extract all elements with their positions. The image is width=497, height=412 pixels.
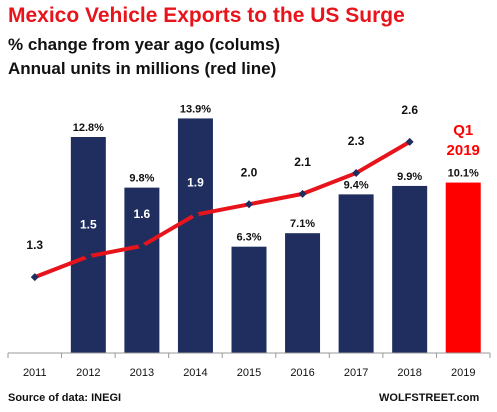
x-tick-2019: 2019 <box>451 367 475 379</box>
bar-label-2017: 9.4% <box>344 179 369 191</box>
x-tick-2013: 2013 <box>130 367 154 379</box>
x-tick-2012: 2012 <box>76 367 100 379</box>
units-line <box>32 139 412 280</box>
bar-label-2016: 7.1% <box>290 218 315 230</box>
bar-label-2019: 10.1% <box>448 168 479 180</box>
line-point-2014 <box>191 210 200 219</box>
bar-2015 <box>231 246 267 353</box>
line-label-2016: 2.1 <box>294 155 311 169</box>
chart-subtitle-bars: % change from year ago (colums) <box>8 35 281 54</box>
highlight-label-line2: 2019 <box>447 142 480 159</box>
source-note: Source of data: INEGI <box>8 392 122 404</box>
highlight-label-line1: Q1 <box>453 122 473 139</box>
bar-2014 <box>177 118 213 353</box>
line-label-2012: 1.5 <box>80 217 97 231</box>
bar-2013 <box>124 187 160 353</box>
chart-subtitle-line: Annual units in millions (red line) <box>8 59 277 78</box>
bar-2017 <box>338 194 374 353</box>
line-label-2013: 1.6 <box>134 207 151 221</box>
line-point-2016 <box>298 189 307 198</box>
chart-title: Mexico Vehicle Exports to the US Surge <box>8 4 405 27</box>
line-label-2018: 2.6 <box>401 103 418 117</box>
bar-2019 <box>445 182 481 353</box>
line-point-2018 <box>405 137 414 146</box>
line-point-2015 <box>245 200 253 209</box>
bar-label-2014: 13.9% <box>180 103 211 115</box>
bar-2016 <box>285 233 321 353</box>
x-tick-2016: 2016 <box>290 367 314 379</box>
line-label-2011: 1.3 <box>26 238 43 252</box>
x-tick-2015: 2015 <box>237 367 261 379</box>
bar-2012 <box>70 137 106 353</box>
x-tick-2018: 2018 <box>397 367 421 379</box>
line-point-2013 <box>137 241 146 250</box>
x-tick-2011: 2011 <box>23 367 47 379</box>
bar-2018 <box>392 185 428 353</box>
bar-label-2018: 9.9% <box>397 171 422 183</box>
bar-label-2013: 9.8% <box>129 173 154 185</box>
bar-label-2015: 6.3% <box>236 232 261 244</box>
line-point-2017 <box>352 169 361 178</box>
x-tick-2014: 2014 <box>183 367 207 379</box>
credit-note: WOLFSTREET.com <box>379 392 480 404</box>
line-label-2015: 2.0 <box>241 165 258 179</box>
bar-label-2012: 12.8% <box>73 122 104 134</box>
line-point-2012 <box>84 252 93 261</box>
line-label-2014: 1.9 <box>187 176 204 190</box>
x-tick-2017: 2017 <box>344 367 368 379</box>
line-label-2017: 2.3 <box>348 134 365 148</box>
line-point-2011 <box>30 273 39 282</box>
